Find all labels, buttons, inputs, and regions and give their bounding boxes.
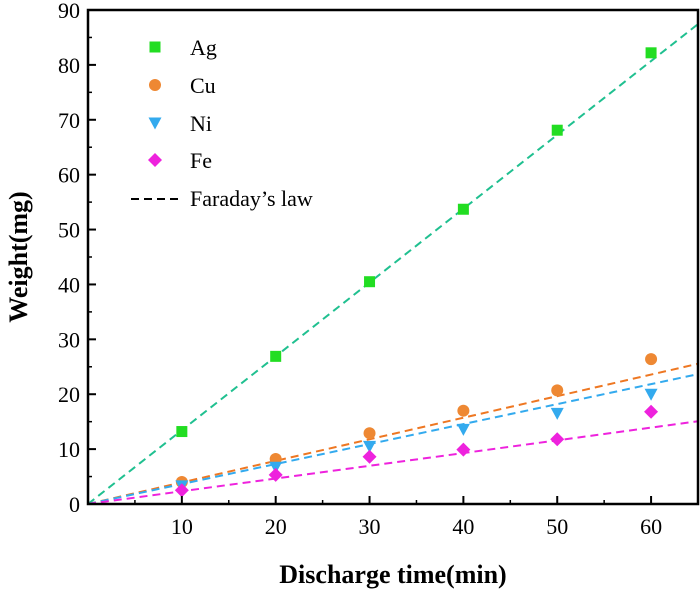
data-point-fe	[456, 442, 471, 457]
y-tick-label: 60	[58, 163, 80, 188]
fit-lines	[87, 23, 699, 505]
x-tick-label: 50	[546, 514, 568, 539]
data-point-fe	[268, 467, 283, 482]
y-axis-ticks: 0 10 20 30 40 50 60 70 80 90	[58, 0, 96, 517]
data-point-ni	[456, 423, 470, 436]
y-tick-label: 50	[58, 218, 80, 243]
legend-marker-ag	[149, 41, 161, 53]
legend-label-fe: Fe	[190, 148, 212, 173]
legend-marker-ni	[148, 117, 162, 130]
y-tick-label: 40	[58, 272, 80, 297]
data-point-ni	[550, 407, 564, 420]
data-point-ag	[551, 124, 563, 136]
x-tick-label: 30	[359, 514, 381, 539]
data-point-cu	[457, 404, 470, 417]
data-point-ag	[270, 350, 282, 362]
legend-label-ag: Ag	[190, 35, 217, 60]
y-tick-label: 30	[58, 327, 80, 352]
data-point-fe	[174, 483, 189, 498]
y-tick-label: 0	[69, 492, 80, 517]
data-point-fe	[550, 432, 565, 447]
data-point-ag	[457, 203, 469, 215]
data-point-ni	[363, 440, 377, 453]
x-axis-ticks: 10 20 30 40 50 60	[134, 496, 662, 539]
data-point-ag	[364, 276, 376, 288]
y-tick-label: 80	[58, 53, 80, 78]
x-tick-label: 40	[452, 514, 474, 539]
legend-label-cu: Cu	[190, 73, 216, 98]
x-tick-label: 10	[171, 514, 193, 539]
data-point-fe	[644, 404, 659, 419]
x-tick-label: 20	[265, 514, 287, 539]
data-point-ag	[176, 426, 188, 438]
legend-marker-cu	[149, 79, 161, 91]
data-point-cu	[363, 427, 376, 440]
x-axis-title: Discharge time(min)	[279, 560, 506, 589]
data-point-ni	[269, 461, 283, 474]
y-tick-label: 20	[58, 382, 80, 407]
y-tick-label: 90	[58, 0, 80, 23]
fit-line-fe	[87, 420, 699, 505]
legend-marker-fe	[148, 153, 162, 167]
data-point-cu	[551, 384, 564, 397]
fit-line-cu	[87, 362, 699, 505]
data-point-fe	[362, 449, 377, 464]
data-point-ni	[644, 388, 658, 401]
x-tick-label: 60	[640, 514, 662, 539]
y-tick-label: 70	[58, 108, 80, 133]
legend-label-ni: Ni	[190, 111, 212, 136]
legend-label-faradays-law: Faraday’s law	[190, 186, 313, 211]
y-axis-title: Weight(mg)	[4, 191, 33, 322]
data-point-cu	[645, 353, 658, 366]
data-markers	[174, 47, 659, 498]
data-point-ag	[645, 47, 657, 59]
y-tick-label: 10	[58, 437, 80, 462]
legend: Ag Cu Ni Fe Faraday’s law	[131, 35, 313, 211]
